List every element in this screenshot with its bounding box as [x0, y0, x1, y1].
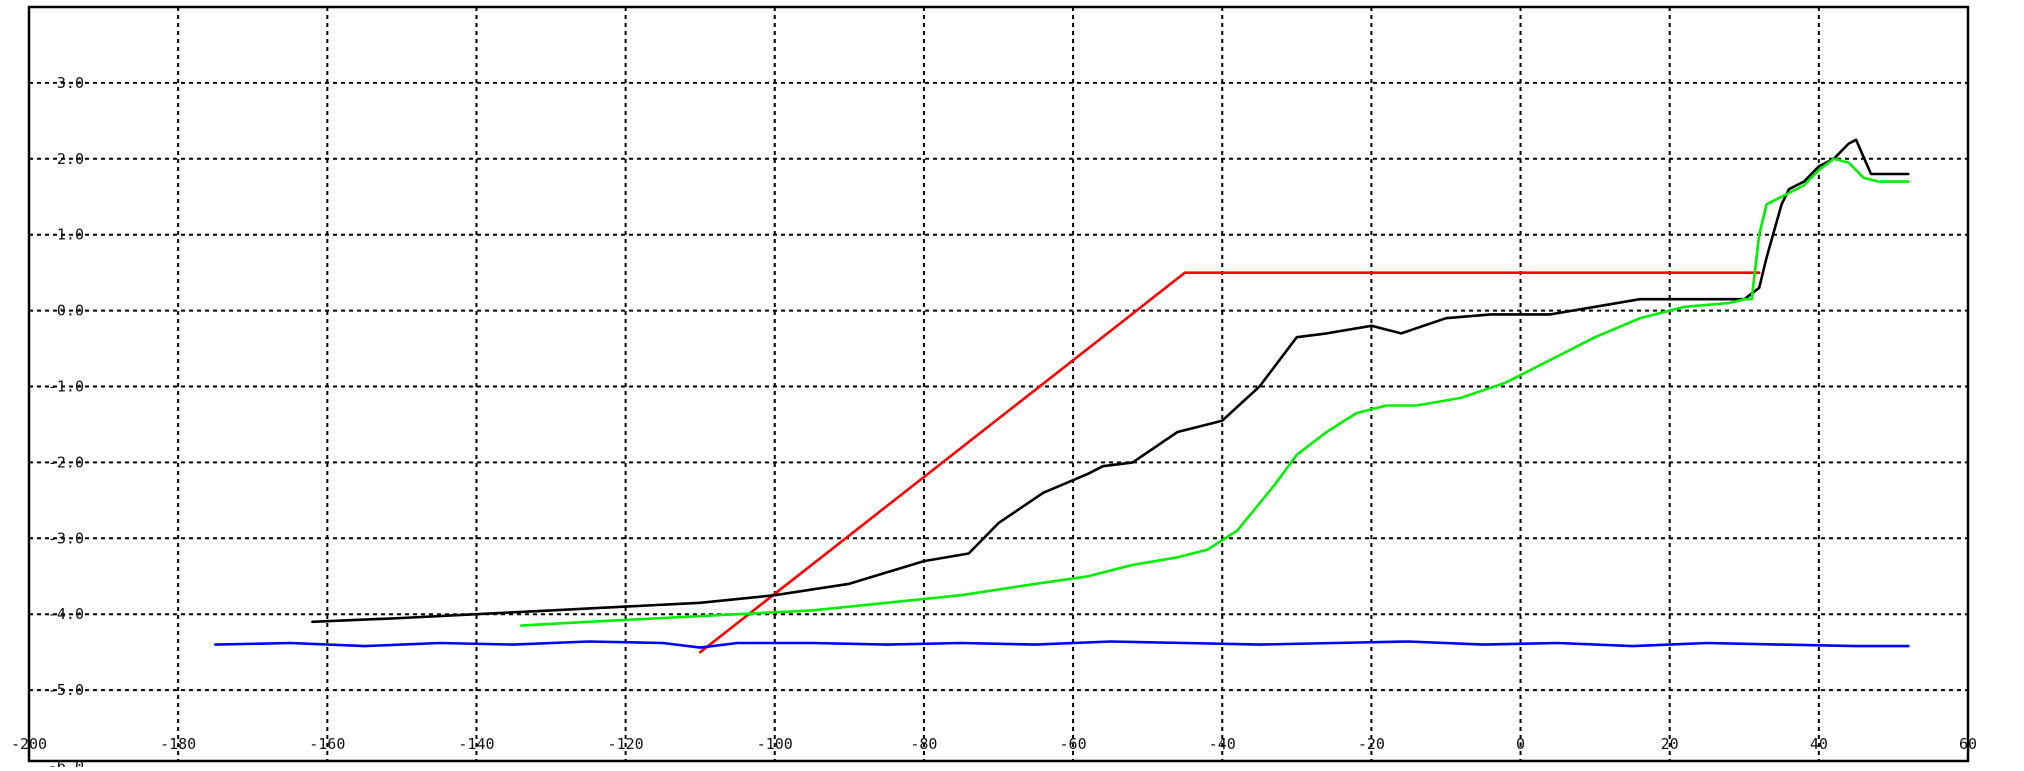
series-line-4: [214, 640, 1910, 649]
x-tick-label: -160: [309, 735, 345, 753]
x-tick-label: 20: [1661, 735, 1679, 753]
x-tick-label: -140: [458, 735, 494, 753]
x-tick-label: -80: [910, 735, 937, 753]
x-tick-label: 0: [1516, 735, 1525, 753]
x-tick-label: 60: [1959, 735, 1977, 753]
y-tick-label: 1.0: [57, 226, 84, 244]
x-tick-label: -180: [160, 735, 196, 753]
series-line-2: [311, 138, 1910, 624]
x-tick-label: -120: [608, 735, 644, 753]
tick-label-layer: -200 -180 -160 -140 -120 -100 -80 -60 -40 -20 0 20 4…: [11, 74, 1977, 771]
y-tick-label: -4.0: [48, 605, 84, 623]
y-tick-label: -5.0: [48, 681, 84, 699]
y-tick-label: -1.0: [48, 378, 84, 396]
y-tick-label: 0.0: [57, 302, 84, 320]
x-tick-label: -200: [11, 735, 47, 753]
y-tick-label: 2.0: [57, 150, 84, 168]
y-tick-label: -6.0: [48, 757, 84, 767]
series-line-3: [519, 157, 1910, 627]
x-tick-label: -40: [1209, 735, 1236, 753]
grid-layer: [29, 7, 1968, 761]
x-tick-label: 40: [1810, 735, 1828, 753]
series-layer: [214, 138, 1910, 654]
y-tick-label: 3.0: [57, 74, 84, 92]
y-tick-label: -2.0: [48, 453, 84, 471]
series-line-1: [698, 271, 1761, 654]
x-tick-label: -100: [757, 735, 793, 753]
x-tick-label: -20: [1358, 735, 1385, 753]
plot-frame: [27, 5, 1970, 763]
x-tick-label: -60: [1060, 735, 1087, 753]
y-tick-label: -3.0: [48, 529, 84, 547]
